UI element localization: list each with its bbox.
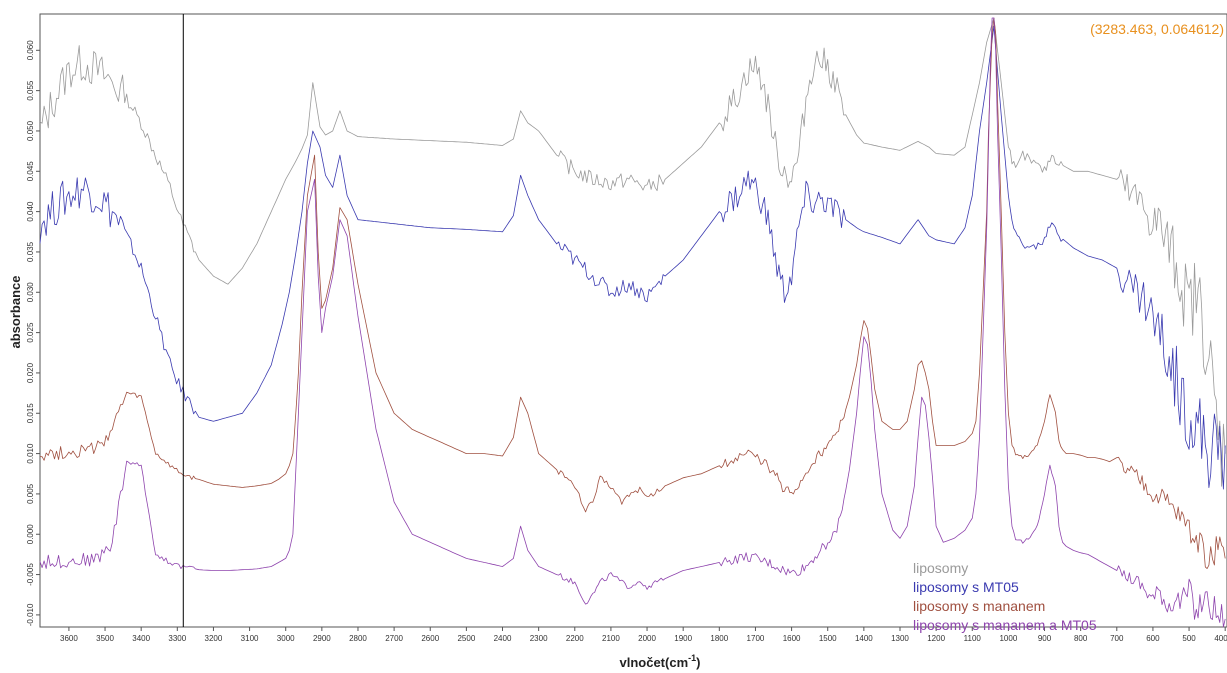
- x-tick-label: 500: [1182, 634, 1196, 643]
- x-tick-label: 2700: [385, 634, 403, 643]
- x-tick-label: 3300: [168, 634, 186, 643]
- x-tick-label: 600: [1146, 634, 1160, 643]
- legend-entry: liposomy s mananem: [913, 598, 1045, 614]
- series-line-3: [39, 17, 1226, 569]
- x-tick-label: 2800: [349, 634, 367, 643]
- x-tick-label: 1800: [710, 634, 728, 643]
- x-tick-label: 2500: [457, 634, 475, 643]
- legend-entry: liposomy: [913, 560, 968, 576]
- x-tick-label: 2300: [530, 634, 548, 643]
- y-tick-label: 0.050: [26, 120, 35, 141]
- plot-frame: [39, 13, 1227, 628]
- y-tick-label: -0.005: [26, 563, 35, 586]
- x-tick-label: 3100: [241, 634, 259, 643]
- y-axis-label: absorbance: [8, 276, 23, 349]
- x-tick-label: 3600: [60, 634, 78, 643]
- series-line-1: [39, 17, 1226, 487]
- legend-entry: liposomy s mananem a MT05: [913, 617, 1097, 633]
- x-tick-label: 1900: [674, 634, 692, 643]
- y-tick-label: 0.000: [26, 524, 35, 545]
- x-tick-label: 1300: [891, 634, 909, 643]
- cursor-readout: (3283.463, 0.064612): [1090, 21, 1224, 37]
- x-tick-label: 3000: [277, 634, 295, 643]
- x-tick-label: 1200: [927, 634, 945, 643]
- x-tick-label: 1700: [747, 634, 765, 643]
- x-tick-label: 3500: [96, 634, 114, 643]
- x-tick-label: 400: [1214, 634, 1227, 643]
- x-axis-label: vlnočet(cm-1): [620, 653, 701, 670]
- y-tick-label: 0.025: [26, 322, 35, 343]
- x-tick-label: 2100: [602, 634, 620, 643]
- legend: liposomy liposomy s MT05 liposomy s manane…: [913, 560, 1097, 633]
- y-tick-label: 0.005: [26, 483, 35, 504]
- x-tick-label: 2200: [566, 634, 584, 643]
- y-tick-label: 0.035: [26, 241, 35, 262]
- x-tick-label: 3400: [132, 634, 150, 643]
- y-tick-label: -0.010: [26, 603, 35, 626]
- x-tick-label: 900: [1038, 634, 1052, 643]
- x-tick-label: 2000: [638, 634, 656, 643]
- x-tick-label: 2600: [421, 634, 439, 643]
- x-tick-label: 1100: [964, 634, 982, 643]
- y-tick-label: 0.045: [26, 161, 35, 182]
- x-tick-label: 3200: [205, 634, 223, 643]
- y-tick-label: 0.055: [26, 80, 35, 101]
- x-tick-label: 1500: [819, 634, 837, 643]
- y-tick-label: 0.030: [26, 282, 35, 303]
- x-axis-label-close: ): [696, 655, 700, 670]
- legend-entry: liposomy s MT05: [913, 579, 1019, 595]
- x-tick-label: 800: [1074, 634, 1088, 643]
- y-tick-label: 0.010: [26, 443, 35, 464]
- series-layer: [39, 17, 1226, 628]
- tick-layer: 3600 3500 3400 3300 3200 3100 3000 2900 2800 2700…: [26, 40, 1227, 643]
- x-axis-label-superscript: -1: [688, 653, 696, 663]
- x-tick-label: 1600: [783, 634, 801, 643]
- series-line-2: [39, 25, 1226, 490]
- y-tick-label: 0.040: [26, 201, 35, 222]
- y-tick-label: 0.020: [26, 362, 35, 383]
- series-line-4: [39, 17, 1226, 628]
- x-tick-label: 700: [1110, 634, 1124, 643]
- x-tick-label: 2900: [313, 634, 331, 643]
- x-axis-label-main: vlnočet(cm: [620, 655, 689, 670]
- y-tick-label: 0.015: [26, 403, 35, 424]
- x-tick-label: 1400: [855, 634, 873, 643]
- y-tick-label: 0.060: [26, 40, 35, 61]
- x-tick-label: 2400: [494, 634, 512, 643]
- x-tick-label: 1000: [999, 634, 1017, 643]
